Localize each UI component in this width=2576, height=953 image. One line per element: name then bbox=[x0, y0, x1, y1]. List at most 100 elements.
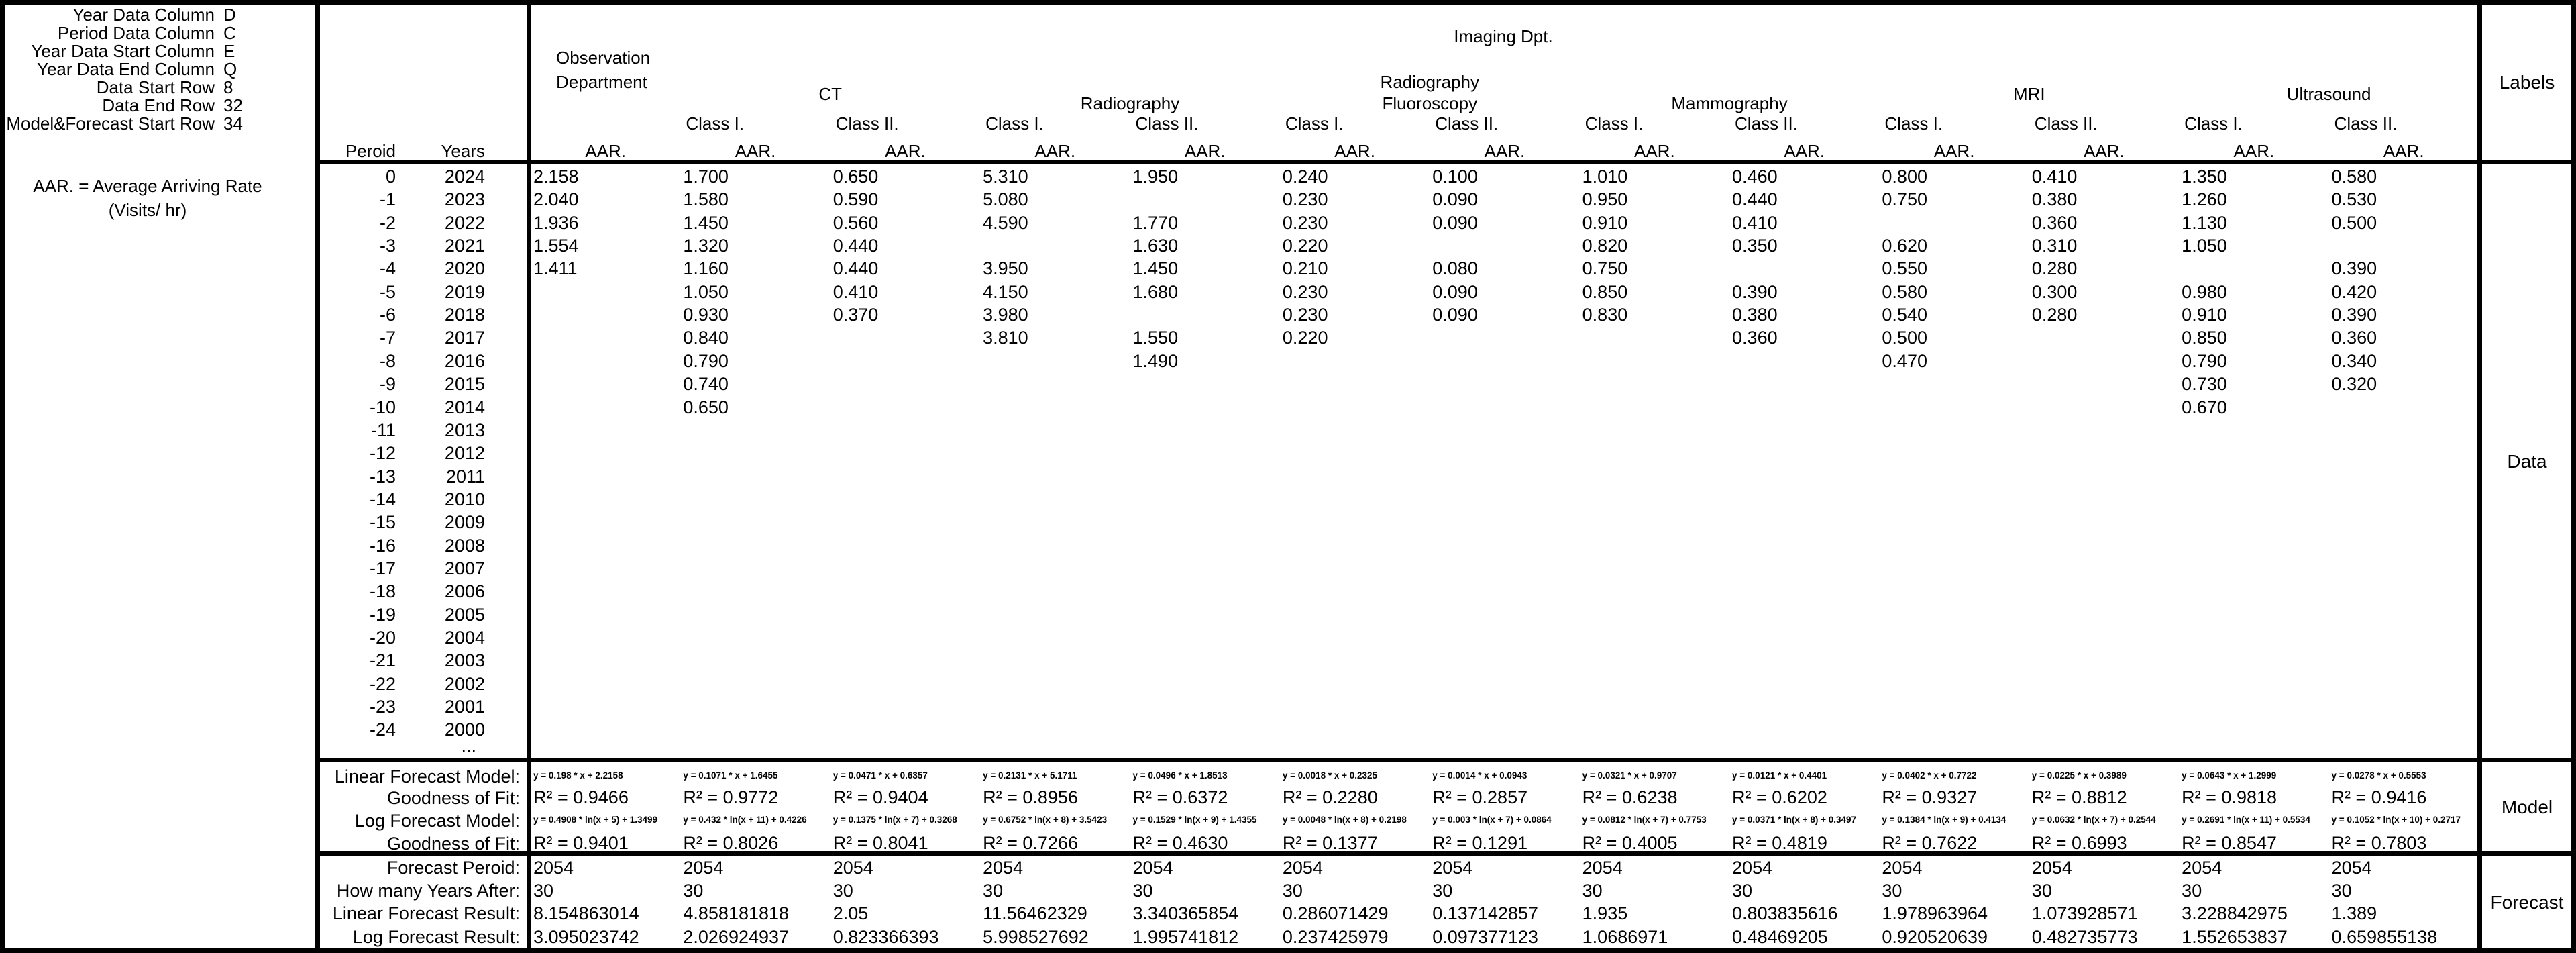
year-cell[interactable]: 2003 bbox=[444, 650, 485, 671]
forecast-linear-result-cell[interactable]: 3.340365854 bbox=[1132, 903, 1239, 923]
forecast-years-after-cell[interactable]: 30 bbox=[683, 881, 704, 901]
data-cell[interactable]: 0.090 bbox=[1432, 189, 1478, 210]
data-cell[interactable]: 0.980 bbox=[2182, 281, 2227, 302]
year-cell[interactable]: 2006 bbox=[444, 581, 485, 602]
data-cell[interactable]: 1.010 bbox=[1582, 166, 1628, 187]
period-cell[interactable]: 0 bbox=[385, 166, 396, 187]
config-value[interactable]: 8 bbox=[223, 77, 233, 97]
data-cell[interactable]: 0.840 bbox=[683, 328, 729, 348]
linear-fit-cell[interactable]: R² = 0.9772 bbox=[683, 787, 779, 807]
config-value[interactable]: 34 bbox=[223, 113, 243, 134]
linear-fit-cell[interactable]: R² = 0.9327 bbox=[1882, 787, 1978, 807]
data-cell[interactable]: 0.500 bbox=[2331, 212, 2377, 233]
data-cell[interactable]: 0.790 bbox=[2182, 350, 2227, 371]
period-cell[interactable]: -8 bbox=[379, 350, 396, 371]
period-cell[interactable]: -10 bbox=[369, 397, 396, 417]
data-cell[interactable]: 0.320 bbox=[2331, 374, 2377, 395]
data-cell[interactable]: 0.580 bbox=[2331, 166, 2377, 187]
data-cell[interactable]: 0.280 bbox=[2031, 305, 2078, 325]
data-cell[interactable]: 1.490 bbox=[1132, 350, 1179, 371]
linear-fit-cell[interactable]: R² = 0.9416 bbox=[2331, 787, 2427, 807]
log-fit-cell[interactable]: R² = 0.9401 bbox=[533, 833, 629, 853]
linear-model-cell[interactable]: y = 0.0402 * x + 0.7722 bbox=[1882, 770, 1977, 781]
period-cell[interactable]: -9 bbox=[379, 374, 396, 395]
year-cell[interactable]: 2022 bbox=[444, 212, 485, 233]
linear-fit-cell[interactable]: R² = 0.6238 bbox=[1582, 787, 1678, 807]
data-cell[interactable]: 0.410 bbox=[2031, 166, 2078, 187]
forecast-linear-result-cell[interactable]: 1.073928571 bbox=[2031, 903, 2138, 923]
forecast-log-result-cell[interactable]: 2.026924937 bbox=[683, 927, 790, 947]
data-cell[interactable]: 1.770 bbox=[1132, 212, 1179, 233]
year-cell[interactable]: 2012 bbox=[444, 443, 485, 464]
data-cell[interactable]: 0.750 bbox=[1582, 258, 1628, 279]
log-model-cell[interactable]: y = 0.1375 * ln(x + 7) + 0.3268 bbox=[833, 815, 957, 825]
data-cell[interactable]: 0.090 bbox=[1432, 212, 1478, 233]
log-fit-cell[interactable]: R² = 0.8041 bbox=[833, 833, 928, 853]
period-cell[interactable]: -24 bbox=[369, 719, 396, 740]
data-cell[interactable]: 0.380 bbox=[2031, 189, 2078, 210]
data-cell[interactable]: 0.360 bbox=[2031, 212, 2078, 233]
period-cell[interactable]: -23 bbox=[369, 697, 396, 717]
period-cell[interactable]: -12 bbox=[369, 443, 396, 464]
year-cell[interactable]: 2010 bbox=[444, 489, 485, 509]
data-cell[interactable]: 3.980 bbox=[983, 305, 1028, 325]
data-cell[interactable]: 1.050 bbox=[683, 281, 729, 302]
forecast-period-cell[interactable]: 2054 bbox=[1132, 858, 1173, 878]
data-cell[interactable]: 0.410 bbox=[833, 281, 879, 302]
period-cell[interactable]: -1 bbox=[379, 189, 396, 210]
log-fit-cell[interactable]: R² = 0.8026 bbox=[683, 833, 779, 853]
forecast-log-result-cell[interactable]: 0.482735773 bbox=[2031, 927, 2138, 947]
linear-model-cell[interactable]: y = 0.2131 * x + 5.1711 bbox=[983, 770, 1077, 781]
forecast-linear-result-cell[interactable]: 8.154863014 bbox=[533, 903, 639, 923]
data-cell[interactable]: 1.130 bbox=[2182, 212, 2227, 233]
data-cell[interactable]: 0.910 bbox=[1582, 212, 1628, 233]
year-cell[interactable]: 2007 bbox=[444, 558, 485, 579]
data-cell[interactable]: 0.230 bbox=[1282, 212, 1328, 233]
forecast-period-cell[interactable]: 2054 bbox=[2031, 858, 2072, 878]
linear-fit-cell[interactable]: R² = 0.9466 bbox=[533, 787, 629, 807]
forecast-years-after-cell[interactable]: 30 bbox=[1432, 881, 1453, 901]
data-cell[interactable]: 1.950 bbox=[1132, 166, 1179, 187]
linear-model-cell[interactable]: y = 0.0496 * x + 1.8513 bbox=[1132, 770, 1228, 781]
forecast-years-after-cell[interactable]: 30 bbox=[1282, 881, 1303, 901]
period-cell[interactable]: -11 bbox=[370, 419, 396, 440]
data-cell[interactable]: 0.310 bbox=[2031, 236, 2078, 256]
data-cell[interactable]: 3.950 bbox=[983, 258, 1028, 279]
data-cell[interactable]: 0.550 bbox=[1882, 258, 1927, 279]
data-cell[interactable]: 0.240 bbox=[1282, 166, 1328, 187]
log-model-cell[interactable]: y = 0.003 * ln(x + 7) + 0.0864 bbox=[1432, 815, 1552, 825]
data-cell[interactable]: 0.850 bbox=[2182, 328, 2227, 348]
forecast-period-cell[interactable]: 2054 bbox=[683, 858, 724, 878]
data-cell[interactable]: 0.410 bbox=[1732, 212, 1778, 233]
forecast-log-result-cell[interactable]: 0.097377123 bbox=[1432, 927, 1538, 947]
data-cell[interactable]: 1.050 bbox=[2182, 236, 2227, 256]
data-cell[interactable]: 4.590 bbox=[983, 212, 1028, 233]
year-cell[interactable]: 2008 bbox=[444, 535, 485, 556]
forecast-linear-result-cell[interactable]: 0.803835616 bbox=[1732, 903, 1838, 923]
forecast-linear-result-cell[interactable]: 0.137142857 bbox=[1432, 903, 1538, 923]
forecast-log-result-cell[interactable]: 1.0686971 bbox=[1582, 927, 1668, 947]
forecast-log-result-cell[interactable]: 0.920520639 bbox=[1882, 927, 1988, 947]
period-cell[interactable]: -15 bbox=[369, 512, 396, 533]
config-value[interactable]: 32 bbox=[223, 95, 243, 115]
data-cell[interactable]: 0.440 bbox=[833, 258, 879, 279]
data-cell[interactable]: 0.090 bbox=[1432, 305, 1478, 325]
period-cell[interactable]: -3 bbox=[379, 236, 396, 256]
forecast-period-cell[interactable]: 2054 bbox=[983, 858, 1024, 878]
config-value[interactable]: C bbox=[223, 23, 236, 43]
period-cell[interactable]: -18 bbox=[369, 581, 396, 602]
log-model-cell[interactable]: y = 0.0812 * ln(x + 7) + 0.7753 bbox=[1582, 815, 1707, 825]
forecast-linear-result-cell[interactable]: 1.978963964 bbox=[1882, 903, 1988, 923]
log-fit-cell[interactable]: R² = 0.6993 bbox=[2031, 833, 2127, 853]
data-cell[interactable]: 5.310 bbox=[983, 166, 1028, 187]
data-cell[interactable]: 0.220 bbox=[1282, 236, 1328, 256]
log-model-cell[interactable]: y = 0.1052 * ln(x + 10) + 0.2717 bbox=[2331, 815, 2461, 825]
forecast-period-cell[interactable]: 2054 bbox=[1582, 858, 1623, 878]
data-cell[interactable]: 0.300 bbox=[2031, 281, 2078, 302]
data-cell[interactable]: 0.500 bbox=[1882, 328, 1927, 348]
data-cell[interactable]: 0.080 bbox=[1432, 258, 1478, 279]
data-cell[interactable]: 1.680 bbox=[1132, 281, 1179, 302]
forecast-linear-result-cell[interactable]: 3.228842975 bbox=[2182, 903, 2288, 923]
linear-fit-cell[interactable]: R² = 0.2280 bbox=[1282, 787, 1378, 807]
forecast-years-after-cell[interactable]: 30 bbox=[1732, 881, 1753, 901]
